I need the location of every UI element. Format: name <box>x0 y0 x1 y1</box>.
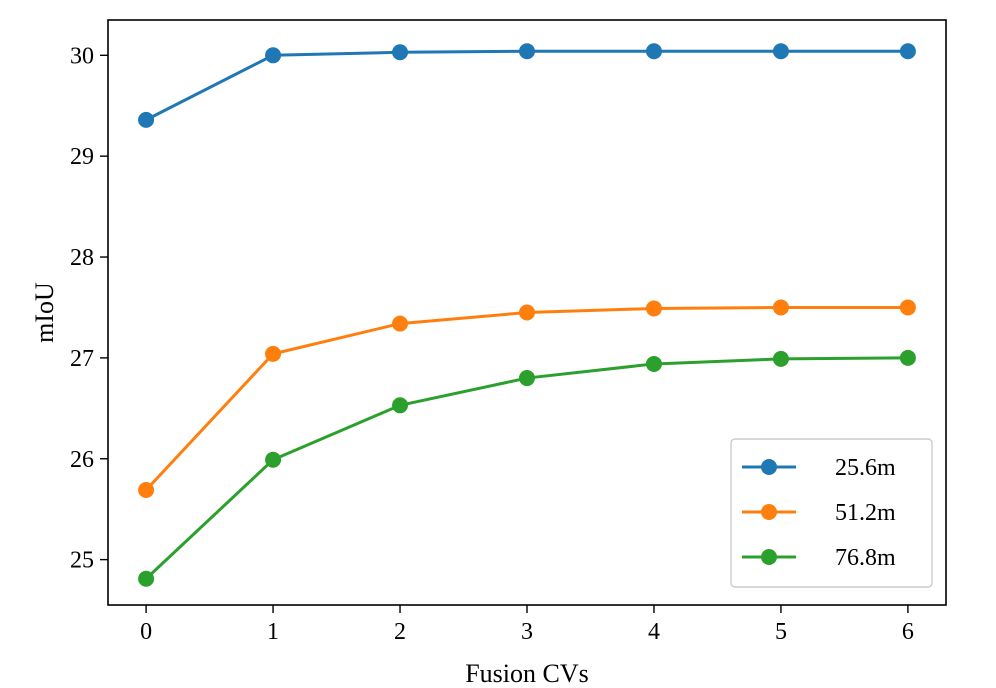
series-25.6m <box>138 43 916 128</box>
x-axis-title: Fusion CVs <box>465 659 589 688</box>
y-tick-label-2: 27 <box>70 346 94 372</box>
data-point-76.8m-3 <box>519 370 535 387</box>
data-point-25.6m-1 <box>265 47 282 64</box>
y-axis: 25 26 27 28 29 30 <box>70 43 108 574</box>
legend-item-25.6m: 25.6m <box>742 455 896 481</box>
series-51.2m <box>138 299 916 499</box>
x-axis: 0 1 2 3 4 5 6 <box>140 605 914 645</box>
legend-label-25.6m: 25.6m <box>835 455 896 481</box>
data-point-51.2m-0 <box>138 482 155 499</box>
data-point-25.6m-5 <box>772 43 789 60</box>
x-tick-label-4: 4 <box>648 619 660 645</box>
x-tick-label-6: 6 <box>902 619 914 645</box>
legend-swatch-marker <box>761 549 777 565</box>
series-layer <box>138 43 916 587</box>
data-point-76.8m-1 <box>265 451 282 468</box>
data-point-25.6m-3 <box>519 43 535 60</box>
legend-item-51.2m: 51.2m <box>742 500 896 526</box>
series-76.8m <box>138 349 916 587</box>
y-tick-label-1: 26 <box>70 447 94 473</box>
x-tick-label-0: 0 <box>140 619 152 645</box>
data-point-51.2m-6 <box>899 299 916 316</box>
legend-item-76.8m: 76.8m <box>742 545 896 571</box>
data-point-25.6m-2 <box>392 44 409 61</box>
legend-swatch-marker <box>761 504 777 520</box>
data-point-51.2m-5 <box>772 299 789 316</box>
legend-label-51.2m: 51.2m <box>835 500 896 526</box>
y-tick-label-5: 30 <box>70 43 94 69</box>
data-point-76.8m-2 <box>392 397 409 414</box>
y-tick-label-3: 28 <box>70 245 94 271</box>
legend-box <box>730 438 933 588</box>
data-point-51.2m-4 <box>645 300 662 317</box>
data-point-25.6m-0 <box>138 111 155 128</box>
legend-label-76.8m: 76.8m <box>835 545 896 571</box>
y-tick-label-4: 29 <box>70 144 94 170</box>
data-point-25.6m-6 <box>899 43 916 60</box>
data-point-76.8m-6 <box>899 349 916 366</box>
data-point-51.2m-2 <box>392 315 409 332</box>
x-tick-label-2: 2 <box>394 619 406 645</box>
y-tick-label-0: 25 <box>70 548 94 574</box>
data-point-25.6m-4 <box>645 43 662 60</box>
data-point-51.2m-3 <box>519 304 535 321</box>
data-point-76.8m-5 <box>772 350 789 367</box>
legend-swatch-marker <box>761 459 777 475</box>
x-tick-label-1: 1 <box>267 619 279 645</box>
y-axis-title: mIoU <box>30 282 59 343</box>
x-tick-label-3: 3 <box>521 619 533 645</box>
data-point-51.2m-1 <box>265 345 282 362</box>
data-point-76.8m-4 <box>645 355 662 372</box>
series-line-25.6m <box>145 49 908 122</box>
data-point-76.8m-0 <box>138 570 155 587</box>
x-tick-label-5: 5 <box>775 619 787 645</box>
legend: 25.6m 51.2m 76.8m <box>730 438 933 588</box>
